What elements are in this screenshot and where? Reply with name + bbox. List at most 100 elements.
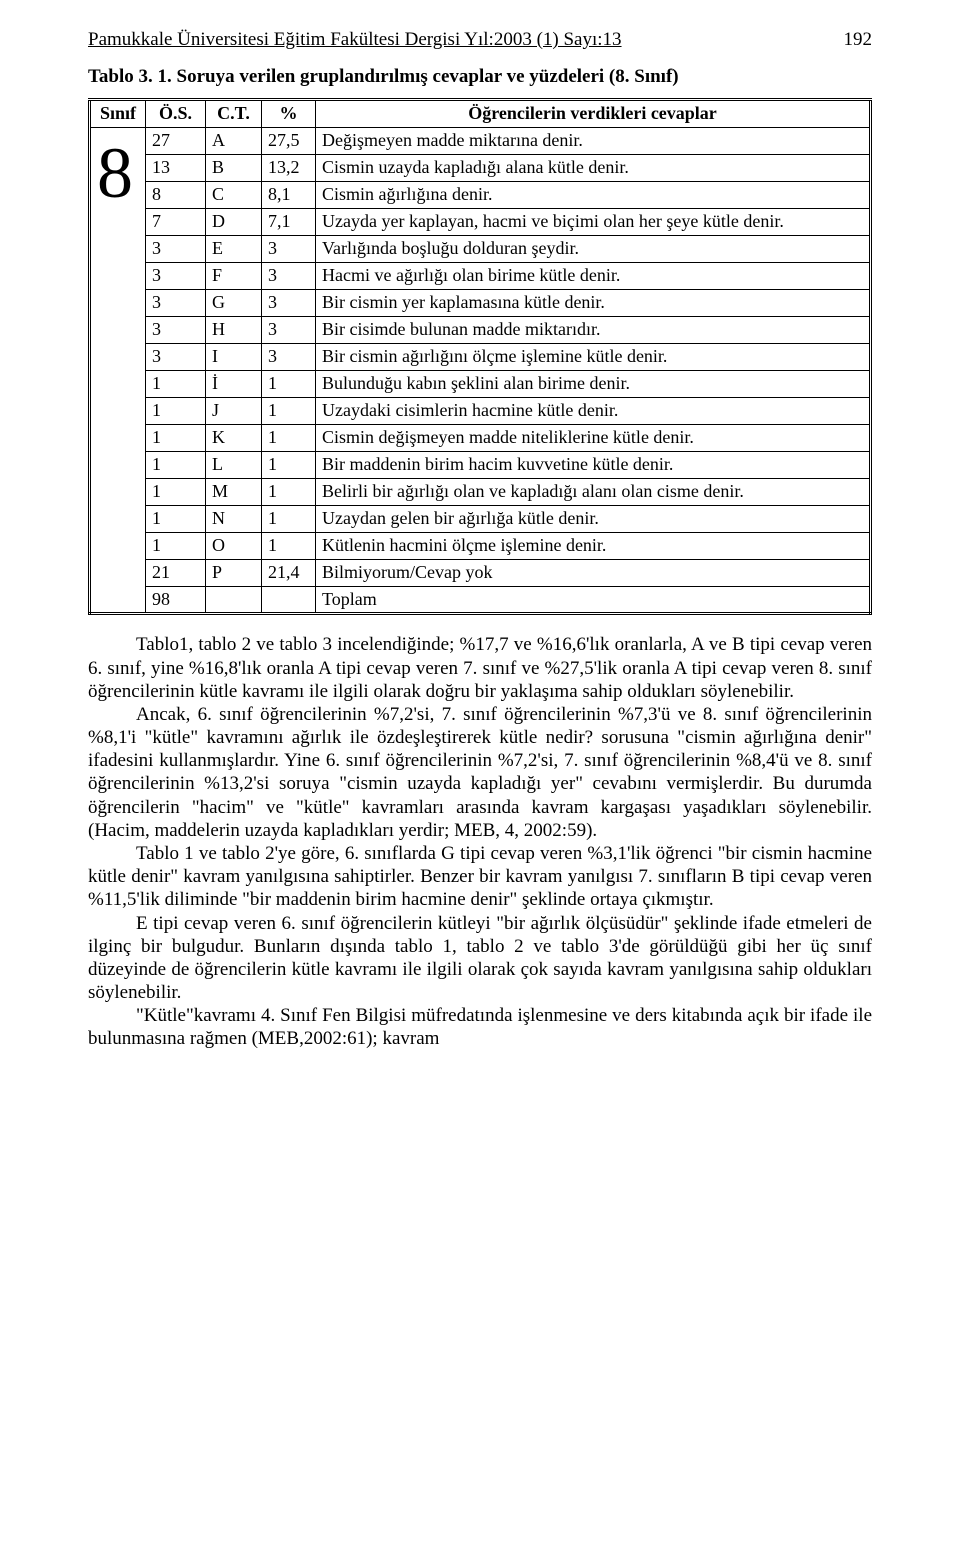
cell-desc: Bir cisimde bulunan madde miktarıdır.	[316, 316, 871, 343]
table-row: 7D7,1Uzayda yer kaplayan, hacmi ve biçim…	[90, 209, 871, 236]
cell-pct: 1	[262, 370, 316, 397]
table-row: 3F3Hacmi ve ağırlığı olan birime kütle d…	[90, 263, 871, 290]
cell-pct: 1	[262, 505, 316, 532]
cell-ct: O	[206, 532, 262, 559]
cell-desc: Bilmiyorum/Cevap yok	[316, 559, 871, 586]
cell-ct: P	[206, 559, 262, 586]
cell-os: 1	[146, 478, 206, 505]
cell-os: 1	[146, 397, 206, 424]
cell-os: 7	[146, 209, 206, 236]
cell-pct: 27,5	[262, 128, 316, 155]
cell-ct: İ	[206, 370, 262, 397]
cell-os: 1	[146, 451, 206, 478]
table-row: 21P21,4Bilmiyorum/Cevap yok	[90, 559, 871, 586]
col-sinif: Sınıf	[90, 100, 146, 128]
page-number: 192	[844, 28, 873, 51]
cell-ct: B	[206, 155, 262, 182]
cell-desc: Belirli bir ağırlığı olan ve kapladığı a…	[316, 478, 871, 505]
table-row: 3I3Bir cismin ağırlığını ölçme işlemine …	[90, 343, 871, 370]
col-desc: Öğrencilerin verdikleri cevaplar	[316, 100, 871, 128]
cell-ct: H	[206, 316, 262, 343]
table-row: 13B13,2Cismin uzayda kapladığı alana küt…	[90, 155, 871, 182]
cell-os: 3	[146, 343, 206, 370]
cell-ct: D	[206, 209, 262, 236]
table-row: 1M1Belirli bir ağırlığı olan ve kapladığ…	[90, 478, 871, 505]
cell-desc: Bulunduğu kabın şeklini alan birime deni…	[316, 370, 871, 397]
table-row: 3E3Varlığında boşluğu dolduran şeydir.	[90, 236, 871, 263]
cell-pct: 1	[262, 397, 316, 424]
table-row: 1O1Kütlenin hacmini ölçme işlemine denir…	[90, 532, 871, 559]
table-row: 1İ1Bulunduğu kabın şeklini alan birime d…	[90, 370, 871, 397]
table-row: 1K1Cismin değişmeyen madde niteliklerine…	[90, 424, 871, 451]
cell-pct: 8,1	[262, 182, 316, 209]
body-paragraph: Tablo1, tablo 2 ve tablo 3 incelendiğind…	[88, 633, 872, 703]
cell-pct: 3	[262, 343, 316, 370]
cell-os: 8	[146, 182, 206, 209]
cell-desc: Varlığında boşluğu dolduran şeydir.	[316, 236, 871, 263]
cell-pct: 1	[262, 478, 316, 505]
cell-desc: Bir cismin yer kaplamasına kütle denir.	[316, 290, 871, 317]
cell-os: 3	[146, 263, 206, 290]
cell-pct: 13,2	[262, 155, 316, 182]
cell-ct: F	[206, 263, 262, 290]
cell-desc: Uzaydan gelen bir ağırlığa kütle denir.	[316, 505, 871, 532]
cell-desc: Kütlenin hacmini ölçme işlemine denir.	[316, 532, 871, 559]
cell-os: 3	[146, 316, 206, 343]
cell-pct: 3	[262, 263, 316, 290]
cell-desc: Değişmeyen madde miktarına denir.	[316, 128, 871, 155]
cell-os: 1	[146, 370, 206, 397]
cell-desc: Cismin değişmeyen madde niteliklerine kü…	[316, 424, 871, 451]
cell-os: 3	[146, 236, 206, 263]
cell-pct: 3	[262, 316, 316, 343]
cell-total-desc: Toplam	[316, 586, 871, 614]
cell-pct: 1	[262, 424, 316, 451]
cell-desc: Bir cismin ağırlığını ölçme işlemine küt…	[316, 343, 871, 370]
cell-pct: 7,1	[262, 209, 316, 236]
page-header: Pamukkale Üniversitesi Eğitim Fakültesi …	[88, 28, 872, 51]
col-ct: C.T.	[206, 100, 262, 128]
cell-ct: I	[206, 343, 262, 370]
responses-table: Sınıf Ö.S. C.T. % Öğrencilerin verdikler…	[88, 98, 872, 615]
cell-pct: 1	[262, 532, 316, 559]
body-paragraph: E tipi cevap veren 6. sınıf öğrencilerin…	[88, 912, 872, 1005]
cell-total-ct	[206, 586, 262, 614]
cell-os: 1	[146, 424, 206, 451]
table-row: 3G3Bir cismin yer kaplamasına kütle deni…	[90, 290, 871, 317]
cell-os: 1	[146, 505, 206, 532]
table-row: 1J1Uzaydaki cisimlerin hacmine kütle den…	[90, 397, 871, 424]
cell-ct: M	[206, 478, 262, 505]
table-row: 1L1Bir maddenin birim hacim kuvvetine kü…	[90, 451, 871, 478]
table-caption: Tablo 3. 1. Soruya verilen gruplandırılm…	[88, 65, 872, 88]
cell-ct: N	[206, 505, 262, 532]
cell-os: 21	[146, 559, 206, 586]
cell-os: 27	[146, 128, 206, 155]
cell-os: 1	[146, 532, 206, 559]
col-pct: %	[262, 100, 316, 128]
table-row: 8C8,1Cismin ağırlığına denir.	[90, 182, 871, 209]
cell-ct: K	[206, 424, 262, 451]
cell-ct: J	[206, 397, 262, 424]
table-row: 827A27,5Değişmeyen madde miktarına denir…	[90, 128, 871, 155]
table-header-row: Sınıf Ö.S. C.T. % Öğrencilerin verdikler…	[90, 100, 871, 128]
cell-desc: Uzaydaki cisimlerin hacmine kütle denir.	[316, 397, 871, 424]
journal-title: Pamukkale Üniversitesi Eğitim Fakültesi …	[88, 28, 622, 51]
class-label-cell: 8	[90, 128, 146, 614]
cell-ct: A	[206, 128, 262, 155]
body-paragraph: "Kütle"kavramı 4. Sınıf Fen Bilgisi müfr…	[88, 1004, 872, 1050]
body-paragraph: Tablo 1 ve tablo 2'ye göre, 6. sınıflard…	[88, 842, 872, 912]
cell-desc: Bir maddenin birim hacim kuvvetine kütle…	[316, 451, 871, 478]
cell-desc: Uzayda yer kaplayan, hacmi ve biçimi ola…	[316, 209, 871, 236]
cell-ct: C	[206, 182, 262, 209]
cell-ct: G	[206, 290, 262, 317]
cell-desc: Cismin uzayda kapladığı alana kütle deni…	[316, 155, 871, 182]
cell-ct: E	[206, 236, 262, 263]
table-row: 1N1Uzaydan gelen bir ağırlığa kütle deni…	[90, 505, 871, 532]
col-os: Ö.S.	[146, 100, 206, 128]
cell-desc: Cismin ağırlığına denir.	[316, 182, 871, 209]
cell-pct: 21,4	[262, 559, 316, 586]
cell-pct: 3	[262, 290, 316, 317]
cell-desc: Hacmi ve ağırlığı olan birime kütle deni…	[316, 263, 871, 290]
cell-total-os: 98	[146, 586, 206, 614]
cell-pct: 3	[262, 236, 316, 263]
cell-pct: 1	[262, 451, 316, 478]
